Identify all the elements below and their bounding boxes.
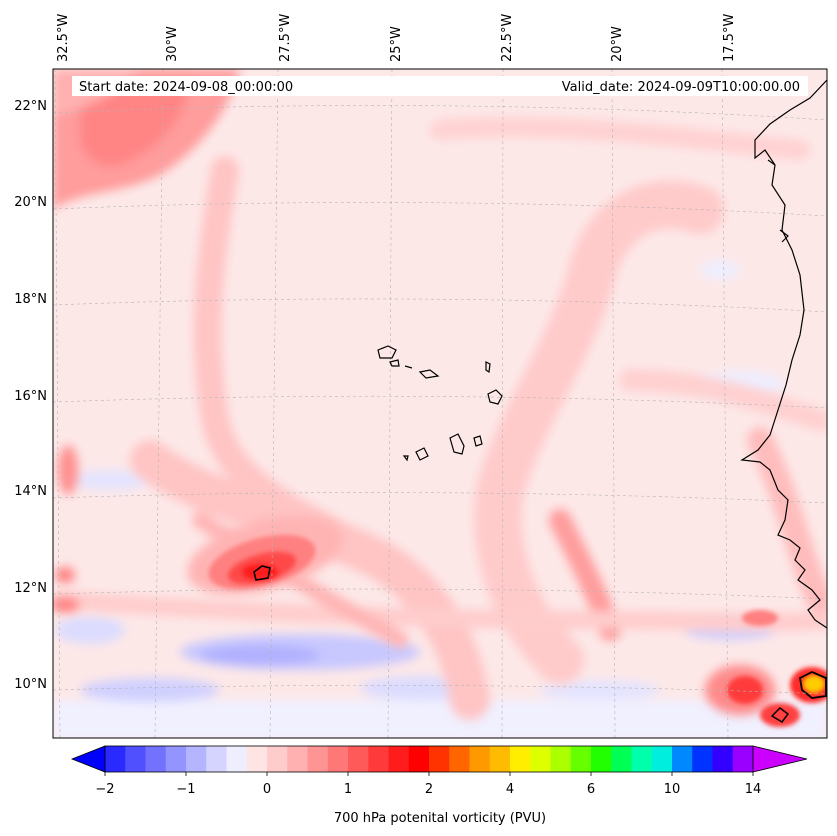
vortex-central [187, 515, 343, 595]
pv-field [53, 69, 827, 738]
colorbar-tick-label: 6 [587, 782, 595, 797]
colorbar-cell [672, 746, 693, 772]
colorbar-cell [631, 746, 653, 772]
lat-label: 14°N [14, 484, 47, 499]
lon-label: 22.5°W [500, 14, 515, 62]
lon-label: 17.5°W [722, 14, 737, 62]
colorbar-cell [125, 746, 146, 772]
longitude-labels: 32.5°W 30°W 27.5°W 25°W 22.5°W 20°W 17.5… [56, 14, 737, 62]
colorbar-cell [530, 746, 551, 772]
colorbar-tick-label: 4 [506, 782, 514, 797]
valid-date-label: Valid_date: 2024-09-09T10:00:00.00 [562, 80, 800, 95]
colorbar-tick-label: 2 [425, 782, 433, 797]
colorbar-cell [206, 746, 227, 772]
colorbar-cell [550, 746, 572, 772]
colorbar-ticks [104, 772, 754, 776]
lon-label: 32.5°W [56, 14, 71, 62]
colorbar-cell [348, 746, 369, 772]
colorbar-cell [408, 746, 430, 772]
lat-label: 22°N [14, 99, 47, 114]
lon-label: 27.5°W [278, 14, 293, 62]
colorbar-cell [469, 746, 491, 772]
colorbar-cell [712, 746, 734, 772]
colorbar-cell [732, 746, 754, 772]
lat-label: 18°N [14, 292, 47, 307]
colorbar-tick-label: 1 [344, 782, 352, 797]
colorbar-cell [287, 746, 308, 772]
colorbar-min-arrow [70, 745, 106, 773]
lat-label: 16°N [14, 389, 47, 404]
colorbar-cell [692, 746, 713, 772]
colorbar-tick-label: 14 [745, 782, 762, 797]
colorbar-cell [246, 746, 268, 772]
colorbar-cell [267, 746, 288, 772]
start-date-label: Start date: 2024-09-08_00:00:00 [79, 80, 293, 95]
map-frame [52, 68, 828, 739]
colorbar-cell [105, 746, 126, 772]
colorbar: −2 −1 0 1 2 4 6 10 14 700 hPa potenital … [70, 745, 808, 826]
colorbar-cell [186, 746, 207, 772]
african-coastline [740, 79, 827, 629]
lon-label: 20°W [610, 26, 625, 62]
lat-label: 12°N [14, 581, 47, 596]
colorbar-cell [368, 746, 389, 772]
colorbar-cell [570, 746, 592, 772]
lon-label: 25°W [389, 26, 404, 62]
colorbar-cell [449, 746, 470, 772]
colorbar-cell [165, 746, 187, 772]
colorbar-cell [429, 746, 450, 772]
lat-label: 10°N [14, 677, 47, 692]
lon-label: 30°W [165, 26, 180, 62]
colorbar-cell [489, 746, 511, 772]
lat-label: 20°N [14, 195, 47, 210]
colorbar-cell [226, 746, 248, 772]
graticule [53, 69, 827, 738]
colorbar-cell [388, 746, 410, 772]
colorbar-cell [307, 746, 329, 772]
colorbar-tick-label: 10 [664, 782, 681, 797]
cape-verde-islands [377, 345, 503, 462]
colorbar-max-arrow [752, 745, 808, 773]
latitude-labels: 22°N 20°N 18°N 16°N 14°N 12°N 10°N [14, 99, 47, 692]
colorbar-cell [651, 746, 673, 772]
colorbar-cell [510, 746, 531, 772]
colorbar-cell [145, 746, 167, 772]
colorbar-tick-label: 0 [263, 782, 271, 797]
colorbar-tick-label: −1 [176, 782, 195, 797]
vortex-southeast [705, 610, 827, 727]
colorbar-title: 700 hPa potenital vorticity (PVU) [334, 811, 546, 826]
colorbar-tick-label: −2 [95, 782, 114, 797]
colorbar-cell [327, 746, 349, 772]
info-banner [72, 76, 808, 96]
colorbar-tick-labels: −2 −1 0 1 2 4 6 10 14 [95, 782, 761, 797]
colorbar-cell [591, 746, 612, 772]
colorbar-cell [611, 746, 632, 772]
